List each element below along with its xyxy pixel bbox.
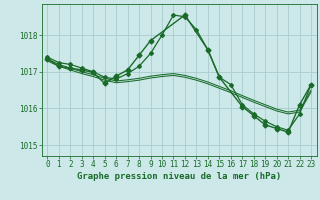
X-axis label: Graphe pression niveau de la mer (hPa): Graphe pression niveau de la mer (hPa): [77, 172, 281, 181]
